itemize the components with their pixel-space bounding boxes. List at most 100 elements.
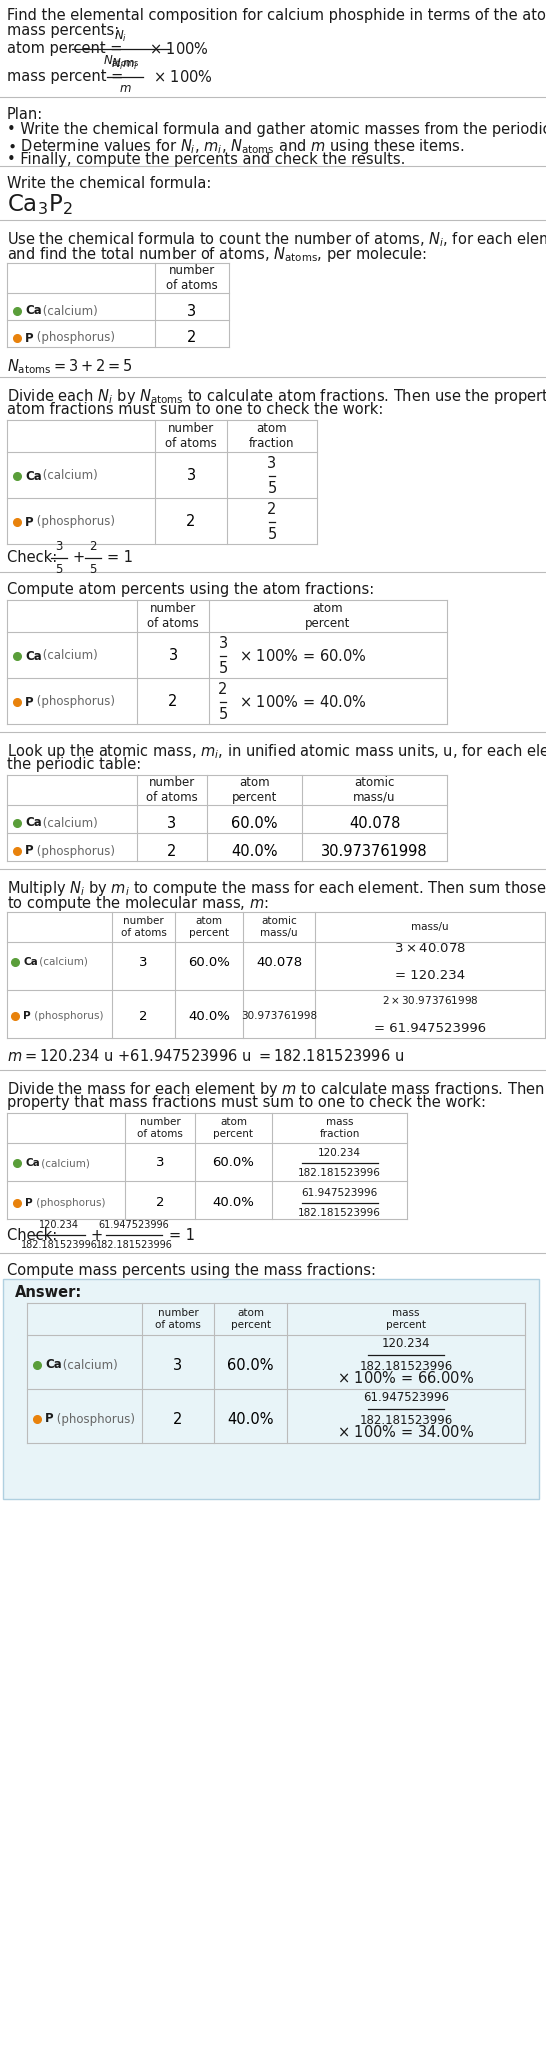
FancyBboxPatch shape — [3, 1279, 539, 1500]
Text: +: + — [91, 1228, 103, 1242]
Text: 40.0%: 40.0% — [212, 1197, 254, 1209]
Text: Use the chemical formula to count the number of atoms, $N_i$, for each element: Use the chemical formula to count the nu… — [7, 231, 546, 249]
Text: Multiply $N_i$ by $m_i$ to compute the mass for each element. Then sum those val: Multiply $N_i$ by $m_i$ to compute the m… — [7, 880, 546, 898]
Text: Ca$_3$P$_2$: Ca$_3$P$_2$ — [7, 192, 73, 216]
Text: 61.947523996: 61.947523996 — [363, 1390, 449, 1405]
Text: 3: 3 — [187, 303, 197, 319]
Text: 3: 3 — [168, 816, 176, 830]
Text: 2: 2 — [156, 1197, 164, 1209]
Text: atom
percent: atom percent — [305, 602, 351, 630]
Text: 120.234: 120.234 — [318, 1147, 361, 1158]
Text: (calcium): (calcium) — [39, 816, 98, 830]
Text: (phosphorus): (phosphorus) — [53, 1413, 135, 1426]
Text: $N_i$: $N_i$ — [115, 29, 128, 43]
Text: Ca: Ca — [25, 305, 41, 317]
Text: Divide the mass for each element by $m$ to calculate mass fractions. Then use th: Divide the mass for each element by $m$ … — [7, 1079, 546, 1098]
Text: Answer:: Answer: — [15, 1285, 82, 1300]
Text: (phosphorus): (phosphorus) — [33, 845, 115, 857]
Text: Check:: Check: — [7, 1228, 62, 1242]
Text: Check:: Check: — [7, 550, 62, 566]
Text: $N_\mathrm{atoms} = 3 + 2 = 5$: $N_\mathrm{atoms} = 3 + 2 = 5$ — [7, 356, 133, 375]
Text: number
of atoms: number of atoms — [137, 1117, 183, 1139]
Text: (phosphorus): (phosphorus) — [31, 1011, 104, 1022]
Text: 120.234: 120.234 — [382, 1337, 430, 1349]
Text: (calcium): (calcium) — [39, 470, 98, 482]
Text: (phosphorus): (phosphorus) — [33, 1199, 105, 1207]
Text: 2: 2 — [167, 843, 177, 859]
Text: P: P — [25, 845, 34, 857]
Text: (calcium): (calcium) — [38, 1158, 90, 1168]
Text: Look up the atomic mass, $m_i$, in unified atomic mass units, u, for each elemen: Look up the atomic mass, $m_i$, in unifi… — [7, 742, 546, 760]
Text: = 120.234: = 120.234 — [395, 968, 465, 983]
Text: 40.0%: 40.0% — [227, 1411, 274, 1426]
Text: 2: 2 — [173, 1411, 183, 1426]
Text: 40.0%: 40.0% — [188, 1009, 230, 1022]
Text: 60.0%: 60.0% — [188, 956, 230, 968]
Text: 3: 3 — [186, 468, 195, 484]
Text: atom
percent: atom percent — [213, 1117, 253, 1139]
Text: 30.973761998: 30.973761998 — [241, 1011, 317, 1022]
Text: $\times$ 100%: $\times$ 100% — [149, 41, 209, 58]
Text: $3\times40.078$: $3\times40.078$ — [394, 941, 466, 956]
Text: +: + — [73, 550, 85, 566]
Text: Divide each $N_i$ by $N_\mathrm{atoms}$ to calculate atom fractions. Then use th: Divide each $N_i$ by $N_\mathrm{atoms}$ … — [7, 387, 546, 406]
Text: $\bullet$ Determine values for $N_i$, $m_i$, $N_\mathrm{atoms}$ and $m$ using th: $\bullet$ Determine values for $N_i$, $m… — [7, 138, 465, 157]
Text: (calcium): (calcium) — [39, 305, 98, 317]
Text: • Write the chemical formula and gather atomic masses from the periodic table.: • Write the chemical formula and gather … — [7, 122, 546, 138]
Text: atom percent =: atom percent = — [7, 41, 127, 56]
Text: (calcium): (calcium) — [36, 958, 88, 966]
Text: $\times$ 100% = 60.0%: $\times$ 100% = 60.0% — [239, 649, 367, 663]
Text: number
of atoms: number of atoms — [166, 264, 218, 293]
Text: 5: 5 — [268, 527, 277, 542]
Text: number
of atoms: number of atoms — [155, 1308, 201, 1331]
Text: 61.947523996: 61.947523996 — [99, 1220, 169, 1230]
Text: Compute atom percents using the atom fractions:: Compute atom percents using the atom fra… — [7, 583, 374, 597]
Text: $\times$ 100% = 34.00%: $\times$ 100% = 34.00% — [337, 1423, 474, 1440]
Text: • Finally, compute the percents and check the results.: • Finally, compute the percents and chec… — [7, 152, 405, 167]
Text: 60.0%: 60.0% — [227, 1358, 274, 1372]
Text: Ca: Ca — [25, 649, 41, 663]
Text: property that mass fractions must sum to one to check the work:: property that mass fractions must sum to… — [7, 1096, 486, 1110]
Text: the periodic table:: the periodic table: — [7, 756, 141, 772]
Text: atomic
mass/u: atomic mass/u — [260, 917, 298, 937]
Text: (phosphorus): (phosphorus) — [33, 515, 115, 529]
Text: 182.181523996: 182.181523996 — [96, 1240, 173, 1250]
Text: 3: 3 — [55, 540, 63, 552]
Text: Ca: Ca — [45, 1358, 62, 1372]
Text: (calcium): (calcium) — [39, 649, 98, 663]
Text: $N_\mathrm{atoms}$: $N_\mathrm{atoms}$ — [103, 54, 139, 70]
Text: $\times$ 100% = 40.0%: $\times$ 100% = 40.0% — [239, 694, 367, 711]
Text: (calcium): (calcium) — [59, 1358, 118, 1372]
Text: Ca: Ca — [25, 470, 41, 482]
Text: P: P — [25, 1199, 33, 1207]
Text: 2: 2 — [268, 503, 277, 517]
Text: 5: 5 — [55, 562, 63, 577]
Text: 2: 2 — [139, 1009, 148, 1022]
Text: 40.0%: 40.0% — [232, 843, 278, 859]
Text: Ca: Ca — [23, 958, 38, 966]
Text: 3: 3 — [268, 455, 277, 472]
Text: number
of atoms: number of atoms — [146, 777, 198, 803]
Text: (phosphorus): (phosphorus) — [33, 696, 115, 709]
Text: atom
percent: atom percent — [232, 777, 277, 803]
Text: atomic
mass/u: atomic mass/u — [353, 777, 396, 803]
Text: $\times$ 100%: $\times$ 100% — [153, 68, 213, 84]
Text: P: P — [25, 696, 34, 709]
Text: $m$: $m$ — [118, 82, 132, 95]
Text: number
of atoms: number of atoms — [121, 917, 167, 937]
Text: 3: 3 — [174, 1358, 182, 1372]
Text: $\times$ 100% = 66.00%: $\times$ 100% = 66.00% — [337, 1370, 474, 1386]
Text: P: P — [45, 1413, 54, 1426]
Text: 182.181523996: 182.181523996 — [359, 1360, 453, 1374]
Text: 40.078: 40.078 — [349, 816, 400, 830]
Text: = 61.947523996: = 61.947523996 — [374, 1022, 486, 1034]
Text: Find the elemental composition for calcium phosphide in terms of the atom and: Find the elemental composition for calci… — [7, 8, 546, 23]
Text: atom
fraction: atom fraction — [250, 422, 295, 449]
Text: 60.0%: 60.0% — [212, 1156, 254, 1170]
Text: mass
percent: mass percent — [386, 1308, 426, 1331]
Text: 3: 3 — [139, 956, 148, 968]
Text: mass
fraction: mass fraction — [319, 1117, 360, 1139]
Text: 3: 3 — [156, 1156, 164, 1170]
Text: Plan:: Plan: — [7, 107, 43, 122]
Text: number
of atoms: number of atoms — [165, 422, 217, 449]
